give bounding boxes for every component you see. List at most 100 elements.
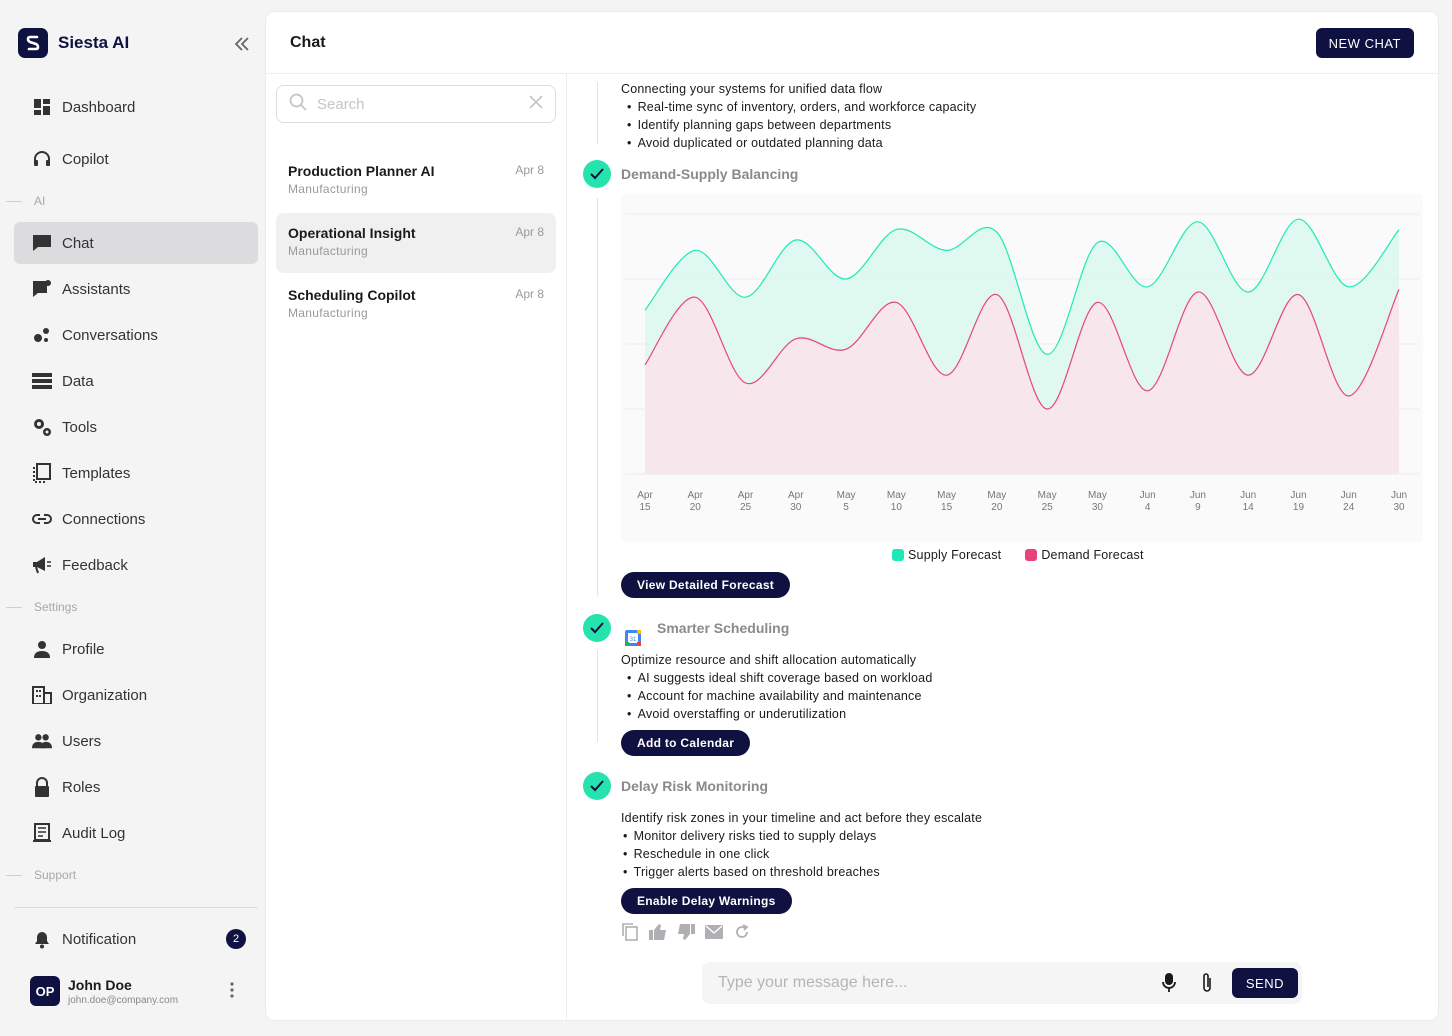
message-composer: SEND	[702, 962, 1302, 1004]
x-tick-label: Jun 19	[1290, 490, 1306, 513]
thumbs-down-icon[interactable]	[677, 923, 695, 941]
collapse-sidebar-icon[interactable]	[232, 34, 252, 54]
x-tick-label: Apr 25	[738, 490, 754, 513]
chart-svg: Apr 15 Apr 20 Apr 25 Apr 30 May 5 May 10 May 15 May 20 M…	[625, 213, 1419, 513]
sidebar-item-notification[interactable]: Notification 2	[14, 918, 258, 960]
audit-icon	[32, 823, 52, 843]
paperclip-icon[interactable]	[1194, 970, 1220, 996]
google-calendar-icon: 31	[625, 630, 641, 646]
sidebar-item-label: Profile	[62, 640, 105, 658]
new-chat-button[interactable]: NEW CHAT	[1315, 28, 1414, 58]
send-button[interactable]: SEND	[1231, 968, 1298, 998]
sidebar-item-conversations[interactable]: Conversations	[14, 314, 258, 356]
chat-icon	[32, 233, 52, 253]
list-item: Avoid overstaffing or underutilization	[621, 705, 932, 723]
sidebar-item-dashboard[interactable]: Dashboard	[14, 86, 258, 128]
x-tick-label: May 25	[1038, 490, 1057, 513]
check-icon	[583, 160, 611, 188]
chart-legend: Supply Forecast Demand Forecast	[892, 548, 1144, 562]
sidebar-item-chat[interactable]: Chat	[14, 222, 258, 264]
x-tick-label: May 30	[1088, 490, 1107, 513]
enable-delay-warnings-button[interactable]: Enable Delay Warnings	[621, 888, 792, 914]
copy-icon[interactable]	[621, 923, 639, 941]
sidebar-item-copilot[interactable]: Copilot	[14, 138, 258, 180]
view-forecast-button[interactable]: View Detailed Forecast	[621, 572, 791, 598]
sidebar-item-feedback[interactable]: Feedback	[14, 544, 258, 586]
delay-message: Identify risk zones in your timeline and…	[621, 809, 982, 827]
sidebar-item-audit-log[interactable]: Audit Log	[14, 812, 258, 854]
conversations-icon	[32, 325, 52, 345]
sidebar-item-label: Connections	[62, 510, 146, 528]
link-icon	[32, 509, 52, 529]
x-tick-label: May 15	[937, 490, 956, 513]
conversation-item[interactable]: Production Planner AI Manufacturing Apr …	[276, 151, 556, 211]
sidebar: Siesta AI Dashboard Copilot AI Chat Assi…	[6, 6, 264, 1030]
sidebar-item-profile[interactable]: Profile	[14, 628, 258, 670]
sidebar-item-label: Copilot	[62, 150, 109, 168]
list-item: AI suggests ideal shift coverage based o…	[621, 669, 933, 687]
message-text: Identify risk zones in your timeline and…	[621, 811, 983, 825]
intro-message: Connecting your systems for unified data…	[621, 80, 976, 152]
step-title: Smarter Scheduling	[657, 620, 790, 636]
avatar: OP	[30, 976, 60, 1006]
sidebar-item-data[interactable]: Data	[14, 360, 258, 402]
sidebar-item-connections[interactable]: Connections	[14, 498, 258, 540]
search-icon	[289, 93, 307, 116]
x-tick-label: Jun 4	[1140, 490, 1156, 513]
message-input[interactable]	[718, 974, 1156, 992]
sidebar-item-users[interactable]: Users	[14, 720, 258, 762]
microphone-icon[interactable]	[1156, 970, 1182, 996]
supply-series-line	[644, 218, 1400, 356]
sidebar-item-label: Audit Log	[62, 824, 126, 842]
forecast-chart: Apr 15 Apr 20 Apr 25 Apr 30 May 5 May 10 May 15 May 20 M…	[621, 194, 1423, 542]
conversation-item[interactable]: Scheduling Copilot Manufacturing Apr 8	[276, 275, 556, 335]
divider	[14, 907, 258, 908]
sidebar-item-assistants[interactable]: Assistants	[14, 268, 258, 310]
data-icon	[32, 371, 52, 391]
conversation-title: Scheduling Copilot	[288, 287, 416, 303]
timeline-line	[597, 650, 598, 742]
timeline-line	[597, 198, 598, 596]
tools-icon	[32, 417, 52, 437]
list-item: Monitor delivery risks tied to supply de…	[621, 827, 880, 845]
sidebar-item-label: Chat	[62, 234, 94, 252]
brand[interactable]: Siesta AI	[18, 28, 129, 58]
sidebar-item-roles[interactable]: Roles	[14, 766, 258, 808]
sidebar-item-tools[interactable]: Tools	[14, 406, 258, 448]
list-item: Real-time sync of inventory, orders, and…	[621, 98, 977, 116]
building-icon	[32, 685, 52, 705]
sidebar-item-label: Organization	[62, 686, 148, 704]
conversation-title: Production Planner AI	[288, 163, 435, 179]
dashboard-icon	[32, 97, 52, 117]
sidebar-item-templates[interactable]: Templates	[14, 452, 258, 494]
conversation-date: Apr 8	[515, 163, 544, 177]
timeline-line	[597, 82, 598, 144]
x-tick-label: Jun 14	[1240, 490, 1256, 513]
x-tick-label: May 5	[837, 490, 856, 513]
page-title: Chat	[290, 34, 326, 51]
scheduling-message: Optimize resource and shift allocation a…	[621, 651, 932, 723]
user-profile[interactable]: OP John Doe john.doe@company.com	[30, 976, 178, 1006]
conversation-item[interactable]: Operational Insight Manufacturing Apr 8	[276, 213, 556, 273]
bell-icon	[32, 929, 52, 949]
step-title: Delay Risk Monitoring	[621, 778, 769, 794]
sidebar-item-organization[interactable]: Organization	[14, 674, 258, 716]
email-icon[interactable]	[705, 923, 723, 941]
user-email: john.doe@company.com	[68, 994, 179, 1006]
megaphone-icon	[32, 555, 52, 575]
headset-icon	[32, 149, 52, 169]
more-vertical-icon[interactable]	[230, 982, 234, 1003]
sidebar-item-label: Notification	[62, 930, 137, 948]
assistant-icon	[32, 279, 52, 299]
refresh-icon[interactable]	[733, 923, 751, 941]
add-to-calendar-button[interactable]: Add to Calendar	[621, 730, 751, 756]
clear-icon[interactable]	[529, 94, 543, 114]
demand-series-area	[645, 289, 1399, 474]
search-input[interactable]	[317, 95, 529, 113]
x-tick-label: Jun 9	[1190, 490, 1206, 513]
notification-badge: 2	[226, 929, 246, 949]
thumbs-up-icon[interactable]	[649, 923, 667, 941]
section-label-support: Support	[6, 868, 256, 882]
message-actions	[621, 923, 751, 941]
legend-item: Supply Forecast	[892, 548, 1001, 562]
